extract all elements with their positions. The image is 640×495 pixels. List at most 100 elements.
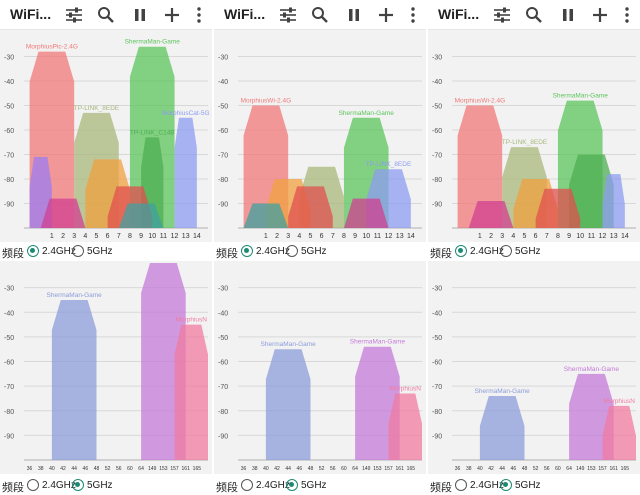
tune-icon[interactable] [492, 5, 512, 25]
search-icon[interactable] [310, 5, 330, 25]
network-signal-shape[interactable] [265, 349, 311, 460]
band-5ghz-label[interactable]: 5GHz [301, 246, 327, 257]
add-icon[interactable] [590, 5, 610, 25]
band-5ghz-label[interactable]: 5GHz [301, 480, 327, 491]
network-ssid-label: ShermaMan-Game [350, 339, 406, 346]
band-5ghz-radio[interactable] [500, 245, 512, 257]
network-ssid-label: TP-LINK_8EDE [74, 105, 120, 112]
band-24ghz-label[interactable]: 2.4GHz [470, 246, 504, 257]
x-tick-label: 64 [566, 466, 572, 472]
phone-screen-panel: WiFi... -30 -40 -50 -60 -70 -80 -90 MorphiusWi-2… [428, 0, 640, 495]
x-tick-label: 11 [374, 233, 381, 240]
band-24ghz-radio[interactable] [27, 479, 39, 491]
y-tick-label: -80 [4, 177, 14, 184]
search-icon[interactable] [96, 5, 116, 25]
x-tick-label: 2 [61, 233, 65, 240]
band-5ghz-radio[interactable] [286, 245, 298, 257]
network-signal-shape[interactable] [535, 188, 581, 228]
y-tick-label: -40 [218, 310, 228, 317]
x-tick-label: 14 [193, 233, 201, 240]
band-selector: 频段 2.4GHz 5GHz [214, 242, 426, 261]
y-tick-label: -90 [218, 433, 228, 440]
tune-icon[interactable] [278, 5, 298, 25]
band-5ghz-label[interactable]: 5GHz [515, 480, 541, 491]
more-vert-icon[interactable] [189, 5, 209, 25]
band-24ghz-label[interactable]: 2.4GHz [256, 246, 290, 257]
x-tick-label: 44 [499, 466, 505, 472]
band-24ghz-radio[interactable] [27, 245, 39, 257]
x-tick-label: 165 [193, 466, 202, 472]
y-tick-label: -40 [4, 79, 14, 86]
y-tick-label: -50 [4, 104, 14, 111]
network-ssid-label: MorphiusN [176, 317, 208, 324]
more-vert-icon[interactable] [403, 5, 423, 25]
network-signal-shape[interactable] [51, 299, 97, 460]
y-tick-label: -70 [432, 153, 442, 160]
network-signal-shape[interactable] [388, 393, 422, 460]
x-tick-label: 3 [500, 233, 504, 240]
pause-icon[interactable] [344, 5, 364, 25]
search-icon[interactable] [524, 5, 544, 25]
x-tick-label: 9 [139, 233, 143, 240]
x-tick-label: 12 [171, 233, 179, 240]
band-24ghz-radio[interactable] [455, 479, 467, 491]
y-tick-label: -50 [432, 335, 442, 342]
network-signal-shape[interactable] [602, 405, 636, 460]
x-tick-label: 7 [331, 233, 335, 240]
x-tick-label: 10 [148, 233, 156, 240]
y-tick-label: -40 [4, 310, 14, 317]
y-tick-label: -60 [218, 128, 228, 135]
phone-screen-panel: WiFi... -30 -40 -50 -60 -70 -80 -90 MorphiusPic-… [0, 0, 212, 495]
band-5ghz-radio[interactable] [72, 479, 84, 491]
x-tick-label: 8 [342, 233, 346, 240]
network-signal-shape[interactable] [243, 203, 289, 229]
add-icon[interactable] [376, 5, 396, 25]
band-24ghz-label[interactable]: 2.4GHz [256, 480, 290, 491]
pause-icon[interactable] [130, 5, 150, 25]
network-signal-shape[interactable] [174, 117, 197, 228]
x-tick-label: 40 [477, 466, 483, 472]
band-5ghz-label[interactable]: 5GHz [515, 246, 541, 257]
channel-graph-5ghz: -30 -40 -50 -60 -70 -80 -90 ShermaMan-Game Sherm… [214, 261, 426, 474]
network-signal-shape[interactable] [479, 395, 525, 460]
band-24ghz-label[interactable]: 2.4GHz [470, 480, 504, 491]
x-tick-label: 48 [522, 466, 528, 472]
x-tick-label: 149 [362, 466, 371, 472]
pause-icon[interactable] [558, 5, 578, 25]
more-vert-icon[interactable] [617, 5, 637, 25]
band-5ghz-radio[interactable] [286, 479, 298, 491]
x-tick-label: 56 [116, 466, 122, 472]
band-5ghz-label[interactable]: 5GHz [87, 480, 113, 491]
band-5ghz-label[interactable]: 5GHz [87, 246, 113, 257]
band-5ghz-radio[interactable] [72, 245, 84, 257]
network-signal-shape[interactable] [118, 203, 164, 229]
band-24ghz-radio[interactable] [455, 245, 467, 257]
x-tick-label: 13 [182, 233, 190, 240]
network-signal-shape[interactable] [343, 198, 389, 228]
app-bar: WiFi... [214, 0, 426, 30]
network-ssid-label: TP-LINK_8EDE [366, 161, 412, 168]
add-icon[interactable] [162, 5, 182, 25]
x-tick-label: 42 [488, 466, 494, 472]
network-signal-shape[interactable] [288, 186, 333, 228]
band-24ghz-label[interactable]: 2.4GHz [42, 246, 76, 257]
band-24ghz-radio[interactable] [241, 245, 253, 257]
band-5ghz-radio[interactable] [500, 479, 512, 491]
x-tick-label: 157 [384, 466, 393, 472]
band-selector: 频段 2.4GHz 5GHz [428, 242, 640, 261]
network-signal-shape[interactable] [602, 174, 625, 228]
network-signal-shape[interactable] [468, 201, 514, 228]
band-24ghz-label[interactable]: 2.4GHz [42, 480, 76, 491]
network-signal-shape[interactable] [40, 198, 86, 228]
band-24ghz-radio[interactable] [241, 479, 253, 491]
x-tick-label: 60 [127, 466, 133, 472]
tune-icon[interactable] [64, 5, 84, 25]
x-tick-label: 52 [319, 466, 325, 472]
network-signal-shape[interactable] [355, 346, 400, 460]
network-signal-shape[interactable] [457, 105, 503, 229]
app-bar: WiFi... [0, 0, 212, 30]
y-tick-label: -30 [432, 55, 442, 62]
y-tick-label: -30 [218, 286, 228, 293]
y-tick-label: -50 [218, 104, 228, 111]
network-signal-shape[interactable] [174, 324, 208, 460]
